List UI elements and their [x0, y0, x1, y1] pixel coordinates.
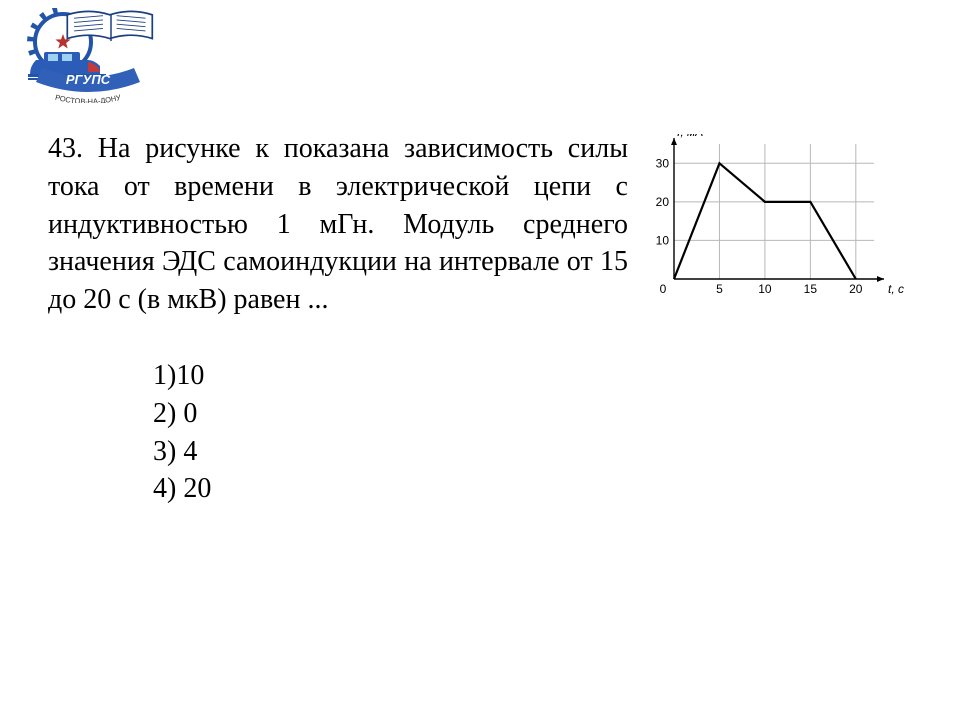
svg-text:30: 30	[656, 156, 670, 170]
svg-text:I, мА: I, мА	[677, 134, 703, 139]
svg-text:0: 0	[660, 282, 667, 296]
svg-text:5: 5	[716, 282, 723, 296]
svg-text:t, с: t, с	[888, 282, 904, 296]
answer-option: 3) 4	[153, 433, 918, 471]
svg-text:20: 20	[656, 195, 670, 209]
institution-logo: РГУПС РОСТОВ-НА-ДОНУ	[18, 8, 158, 103]
content-area: 43. На рисунке к показана зависимость си…	[48, 130, 918, 508]
svg-text:РОСТОВ-НА-ДОНУ: РОСТОВ-НА-ДОНУ	[54, 93, 122, 103]
svg-text:15: 15	[804, 282, 818, 296]
svg-text:10: 10	[758, 282, 772, 296]
answers-block: 1)102) 03) 44) 20	[153, 357, 918, 508]
chart: 5 10 15 20 10 20 30 0 I, мА t, с	[646, 134, 910, 306]
svg-text:20: 20	[849, 282, 863, 296]
svg-text:10: 10	[656, 233, 670, 247]
question-number: 43.	[48, 133, 83, 164]
question-text: 43. На рисунке к показана зависимость си…	[48, 130, 628, 319]
question-body: На рисунке к показана зависимость силы т…	[48, 133, 628, 315]
answer-option: 1)10	[153, 357, 918, 395]
answer-option: 2) 0	[153, 395, 918, 433]
answer-option: 4) 20	[153, 470, 918, 508]
question-row: 43. На рисунке к показана зависимость си…	[48, 130, 918, 319]
svg-text:РГУПС: РГУПС	[66, 72, 111, 87]
